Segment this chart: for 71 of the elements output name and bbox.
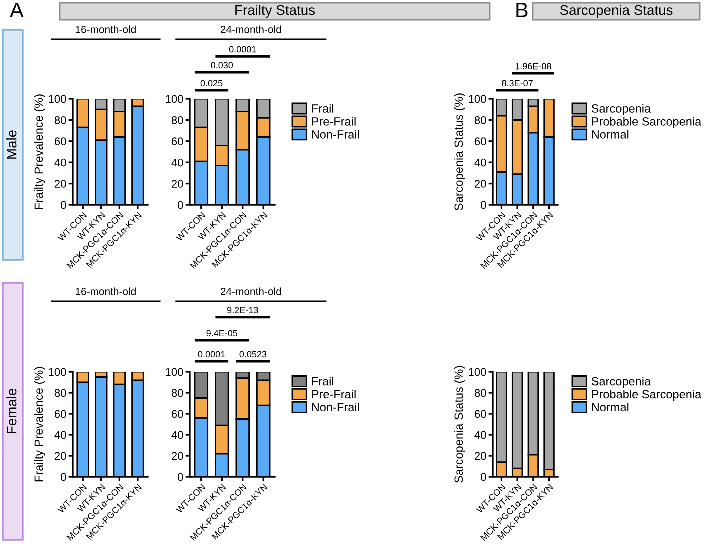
- text: 0.030: [211, 62, 234, 69]
- legend-label: Non-Frail: [312, 130, 360, 139]
- y-tick-label: 60: [172, 138, 184, 146]
- y-tick-label: 80: [172, 116, 184, 124]
- legend-label: Probable Sarcopenia: [592, 390, 702, 401]
- text: 8.3E-07: [502, 80, 533, 87]
- chart-title: 16-month-old: [76, 26, 136, 34]
- text: 0.025: [200, 80, 223, 87]
- legend-label: Non-Frail: [312, 402, 360, 412]
- text: 0.0001: [229, 46, 256, 53]
- text: 9.4E-05: [206, 330, 238, 337]
- y-axis-title: Frailty Prevalence (%): [34, 367, 46, 482]
- y-tick-label: 0: [481, 473, 486, 482]
- legend-label: Frail: [312, 377, 334, 386]
- y-tick-label: 0: [178, 201, 184, 210]
- y-axis-title: Sarcopenia Status (%): [454, 94, 466, 211]
- chart-title: 16-month-old: [76, 288, 136, 296]
- y-tick-label: 40: [54, 431, 66, 440]
- y-tick-label: 80: [474, 389, 486, 398]
- text: A: [10, 3, 24, 18]
- y-tick-label: 20: [172, 452, 184, 460]
- y-tick-label: 20: [54, 180, 66, 188]
- y-tick-label: 100: [469, 95, 486, 104]
- y-tick-label: 0: [481, 201, 486, 210]
- y-tick-label: 80: [54, 389, 66, 398]
- y-tick-label: 100: [469, 368, 486, 376]
- text: Sarcopenia Status: [560, 5, 673, 18]
- y-tick-label: 20: [172, 180, 184, 188]
- legend-label: Pre-Frail: [312, 390, 356, 399]
- legend-label: Probable Sarcopenia: [592, 117, 702, 128]
- y-tick-label: 40: [474, 431, 486, 440]
- y-tick-label: 0: [178, 473, 184, 482]
- y-tick-label: 20: [54, 452, 66, 460]
- y-tick-label: 100: [49, 95, 66, 104]
- legend-label: Sarcopenia: [592, 104, 652, 116]
- y-tick-label: 40: [172, 431, 184, 440]
- chart-title: 24-month-old: [220, 288, 282, 296]
- chart-title: 24-month-old: [220, 26, 282, 34]
- text: B: [516, 3, 528, 18]
- text: Female: [6, 388, 17, 434]
- y-tick-label: 60: [54, 138, 66, 146]
- legend-label: Frail: [312, 104, 334, 113]
- text: Frailty Status: [236, 5, 316, 18]
- y-tick-label: 40: [54, 158, 66, 167]
- y-tick-label: 60: [474, 410, 486, 418]
- legend-label: Sarcopenia: [592, 377, 652, 388]
- y-tick-label: 40: [474, 158, 486, 167]
- y-axis-title: Frailty Prevalence (%): [34, 94, 46, 210]
- legend-label: Pre-Frail: [312, 117, 356, 126]
- y-tick-label: 100: [166, 368, 184, 376]
- legend-label: Normal: [592, 130, 629, 139]
- y-tick-label: 100: [166, 95, 184, 104]
- y-tick-label: 80: [54, 116, 66, 124]
- text: 0.0001: [198, 351, 226, 358]
- y-tick-label: 80: [474, 116, 486, 124]
- y-axis-title: Sarcopenia Status (%): [454, 366, 466, 484]
- text: 1.96E-08: [516, 63, 552, 70]
- y-tick-label: 60: [474, 138, 486, 146]
- text: 0.0523: [240, 351, 267, 358]
- y-tick-label: 20: [474, 452, 486, 460]
- y-tick-label: 60: [54, 410, 66, 418]
- y-tick-label: 80: [172, 389, 184, 398]
- y-tick-label: 20: [474, 180, 486, 188]
- y-tick-label: 60: [172, 410, 184, 418]
- legend-label: Normal: [592, 402, 629, 412]
- y-tick-label: 100: [49, 368, 66, 376]
- y-tick-label: 0: [61, 201, 66, 210]
- y-tick-label: 40: [172, 158, 184, 167]
- y-tick-label: 0: [61, 473, 66, 482]
- text: 9.2E-13: [227, 307, 258, 314]
- text: Male: [6, 130, 17, 159]
